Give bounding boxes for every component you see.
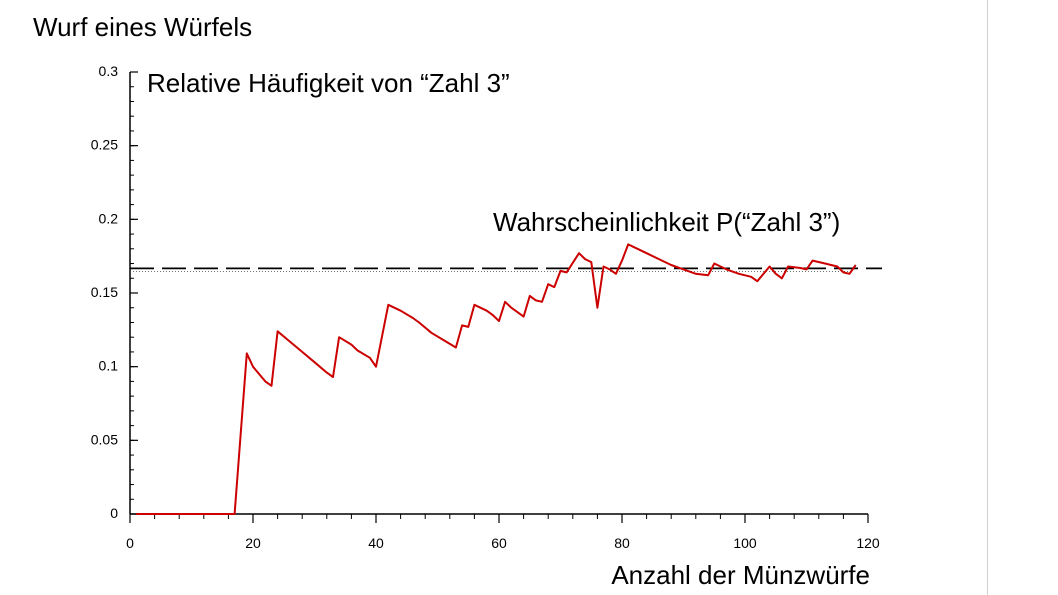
relative-frequency-line	[136, 243, 857, 515]
x-tick-label: 60	[491, 535, 507, 551]
y-tick-label: 0.15	[91, 284, 118, 300]
data-marks-group	[130, 243, 882, 515]
y-tick-label: 0.1	[99, 358, 119, 374]
axes-group: 0 0.05 0.1 0.15 0.2 0.25 0.3 0 20 40 60 80 100 120	[91, 63, 880, 551]
x-axis-label: Anzahl der Münzwürfe	[611, 560, 870, 590]
y-tick-label: 0.3	[99, 63, 119, 79]
x-tick-label: 120	[856, 535, 880, 551]
y-tick-label: 0.25	[91, 137, 118, 153]
x-tick-label: 80	[614, 535, 630, 551]
chart-frame: Wurf eines Würfels Relative Häufigkeit v…	[33, 0, 988, 595]
chart-title: Wurf eines Würfels	[33, 12, 252, 42]
reference-line-label: Wahrscheinlichkeit P(“Zahl 3”)	[493, 207, 840, 237]
x-tick-label: 40	[368, 535, 384, 551]
x-tick-label: 20	[245, 535, 261, 551]
chart-svg: Wurf eines Würfels Relative Häufigkeit v…	[33, 12, 882, 590]
series-annotation-label: Relative Häufigkeit von “Zahl 3”	[147, 68, 510, 98]
y-tick-label: 0.2	[99, 210, 119, 226]
y-tick-label: 0.05	[91, 431, 118, 447]
x-tick-label: 0	[126, 535, 134, 551]
y-tick-label: 0	[110, 505, 118, 521]
x-tick-label: 100	[733, 535, 757, 551]
